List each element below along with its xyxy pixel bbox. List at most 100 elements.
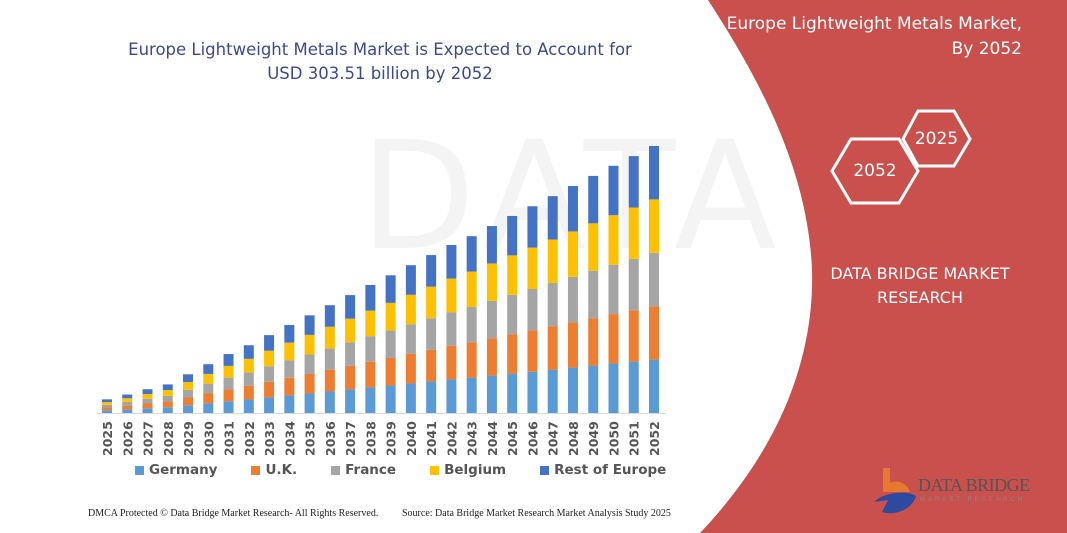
bar-segment-u-k--2039 — [385, 357, 396, 386]
data-bridge-logo-icon — [874, 468, 916, 514]
bar-segment-u-k--2034 — [284, 377, 295, 396]
bar-segment-germany-2046 — [527, 371, 538, 413]
bar-segment-germany-2037 — [345, 389, 356, 413]
bar-segment-france-2029 — [183, 389, 194, 398]
bar-segment-u-k--2033 — [264, 381, 275, 398]
bar-segment-rest-of-europe-2026 — [122, 394, 133, 399]
legend-label: U.K. — [265, 462, 298, 478]
x-tick-label: 2028 — [161, 421, 176, 456]
x-tick-label: 2051 — [627, 421, 642, 456]
bar-segment-u-k--2043 — [466, 342, 477, 378]
x-tick-label: 2052 — [647, 421, 662, 456]
bar-segment-rest-of-europe-2025 — [102, 399, 112, 403]
x-tick-label: 2025 — [100, 421, 115, 456]
bar-segment-germany-2041 — [426, 381, 437, 413]
bar-segment-rest-of-europe-2038 — [365, 284, 376, 311]
bar-segment-rest-of-europe-2052 — [649, 146, 659, 200]
bar-segment-belgium-2043 — [466, 271, 477, 307]
bar-segment-rest-of-europe-2030 — [203, 364, 214, 374]
bar-segment-rest-of-europe-2034 — [284, 325, 295, 343]
bar-segment-france-2039 — [385, 330, 396, 358]
x-tick-label: 2041 — [424, 421, 439, 456]
bar-segment-belgium-2037 — [345, 318, 356, 343]
side-panel-title: Europe Lightweight Metals Market, By 205… — [692, 12, 1022, 62]
bar-segment-belgium-2035 — [304, 334, 315, 355]
bar-segment-france-2034 — [284, 360, 295, 378]
brand-text: DATA BRIDGE MARKET RESEARCH — [800, 262, 1040, 310]
bar-segment-france-2035 — [304, 354, 315, 374]
bar-segment-france-2043 — [466, 306, 477, 343]
legend-item: France — [331, 462, 396, 478]
x-tick-label: 2039 — [384, 421, 399, 456]
bar-segment-germany-2051 — [628, 361, 639, 413]
bar-segment-u-k--2035 — [304, 373, 315, 394]
bar-segment-rest-of-europe-2032 — [243, 345, 254, 359]
bar-segment-belgium-2046 — [527, 247, 538, 289]
bar-segment-u-k--2042 — [446, 345, 457, 380]
bar-segment-belgium-2030 — [203, 373, 214, 384]
bar-segment-rest-of-europe-2033 — [264, 335, 275, 351]
bar-segment-u-k--2030 — [203, 393, 214, 404]
bar-segment-germany-2030 — [203, 403, 214, 413]
bar-segment-france-2047 — [547, 282, 558, 327]
brand-line-2: RESEARCH — [877, 288, 963, 307]
title-line-2: USD 303.51 billion by 2052 — [267, 64, 493, 83]
bar-segment-u-k--2044 — [486, 338, 497, 376]
x-tick-label: 2027 — [141, 421, 156, 456]
bar-segment-u-k--2036 — [324, 369, 335, 392]
bar-segment-belgium-2026 — [122, 398, 133, 402]
bar-segment-germany-2044 — [486, 375, 497, 413]
bar-segment-germany-2035 — [304, 393, 315, 413]
bar-segment-rest-of-europe-2035 — [304, 315, 315, 335]
bar-segment-u-k--2028 — [162, 401, 173, 408]
bar-segment-belgium-2042 — [446, 278, 457, 313]
bar-segment-rest-of-europe-2043 — [466, 236, 477, 272]
bar-segment-belgium-2040 — [405, 294, 416, 325]
bar-segment-rest-of-europe-2031 — [223, 354, 234, 366]
bar-segment-u-k--2031 — [223, 389, 234, 402]
x-tick-label: 2042 — [444, 421, 459, 456]
bar-segment-germany-2050 — [608, 363, 619, 413]
bar-segment-rest-of-europe-2041 — [426, 255, 437, 287]
bar-segment-germany-2042 — [446, 379, 457, 413]
chart-legend: Germany U.K. France Belgium Rest of Europe — [135, 462, 700, 478]
footer-copyright: DMCA Protected © Data Bridge Market Rese… — [88, 508, 379, 519]
side-title-line-1: Europe Lightweight Metals Market, — [726, 14, 1022, 34]
bar-segment-rest-of-europe-2045 — [507, 215, 518, 256]
x-tick-label: 2046 — [525, 421, 540, 456]
legend-item: Belgium — [430, 462, 506, 478]
hexagon-left-icon — [830, 137, 920, 205]
logo-text: DATA BRIDGE — [918, 475, 1030, 495]
bar-segment-germany-2029 — [183, 405, 194, 413]
x-tick-label: 2045 — [505, 421, 520, 456]
x-tick-label: 2031 — [222, 421, 237, 456]
bar-segment-belgium-2044 — [486, 263, 497, 301]
bar-segment-rest-of-europe-2037 — [345, 295, 356, 319]
x-tick-label: 2034 — [282, 421, 297, 456]
bar-segment-rest-of-europe-2028 — [162, 384, 173, 391]
bar-segment-belgium-2036 — [324, 326, 335, 349]
bar-segment-germany-2038 — [365, 387, 376, 413]
bar-segment-belgium-2032 — [243, 358, 254, 373]
bar-segment-belgium-2052 — [649, 199, 659, 253]
hex-right-label: 2025 — [914, 128, 959, 149]
bar-segment-belgium-2033 — [264, 350, 275, 367]
bar-segment-germany-2047 — [547, 369, 558, 413]
bar-segment-germany-2048 — [567, 367, 578, 413]
x-tick-label: 2033 — [262, 421, 277, 456]
bar-segment-france-2040 — [405, 324, 416, 354]
bar-segment-germany-2045 — [507, 373, 518, 413]
bar-segment-france-2036 — [324, 348, 335, 370]
bar-segment-u-k--2038 — [365, 361, 376, 388]
bar-segment-france-2050 — [608, 264, 619, 315]
x-tick-label: 2032 — [242, 421, 257, 456]
x-tick-label: 2035 — [303, 421, 318, 456]
bar-segment-u-k--2041 — [426, 349, 437, 382]
bar-segment-belgium-2029 — [183, 382, 194, 390]
x-tick-label: 2048 — [566, 421, 581, 456]
bar-segment-u-k--2051 — [628, 310, 639, 362]
hex-left-label: 2052 — [853, 161, 897, 181]
bar-segment-france-2046 — [527, 288, 538, 331]
bar-segment-germany-2040 — [405, 383, 416, 413]
